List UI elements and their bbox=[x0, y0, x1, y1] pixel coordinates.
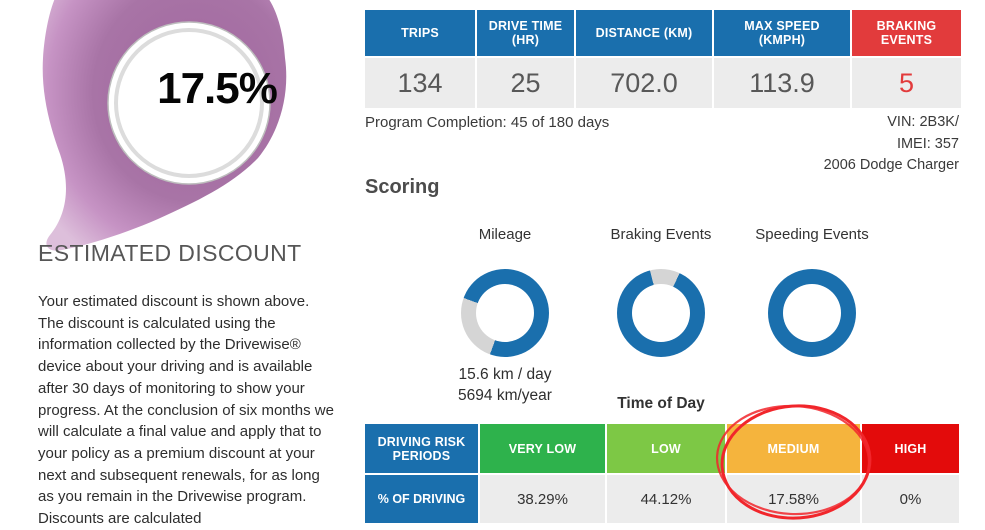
stats-header-trips: TRIPS bbox=[365, 10, 475, 56]
trip-stats-table: TRIPS DRIVE TIME (HR) DISTANCE (KM) MAX … bbox=[365, 10, 961, 108]
vehicle-name-text: 2006 Dodge Charger bbox=[823, 157, 959, 173]
stats-value-braking-events: 5 bbox=[852, 58, 961, 108]
ribbon-badge-graphic bbox=[42, 0, 287, 251]
risk-header-low: LOW bbox=[607, 424, 725, 473]
risk-value-medium: 17.58% bbox=[727, 475, 860, 523]
braking-donut-chart bbox=[617, 269, 705, 357]
risk-header-periods: DRIVING RISK PERIODS bbox=[365, 424, 478, 473]
discount-description: Your estimated discount is shown above. … bbox=[38, 293, 334, 528]
vin-text: VIN: 2B3K/ bbox=[887, 114, 959, 130]
stats-value-distance: 702.0 bbox=[576, 58, 712, 108]
imei-text: IMEI: 357 bbox=[896, 135, 959, 152]
stats-header-max-speed: MAX SPEED (KMPH) bbox=[714, 10, 850, 56]
mileage-per-day: 15.6 km / day bbox=[458, 366, 552, 383]
estimated-discount-section: ESTIMATED DISCOUNT Your estimated discou… bbox=[38, 240, 336, 530]
risk-header-medium: MEDIUM bbox=[727, 424, 860, 473]
risk-value-low: 44.12% bbox=[607, 475, 725, 523]
mileage-detail: 15.6 km / day 5694 km/year bbox=[425, 364, 585, 406]
risk-row-label: % OF DRIVING bbox=[365, 475, 478, 523]
stats-value-max-speed: 113.9 bbox=[714, 58, 850, 108]
risk-value-very-low: 38.29% bbox=[480, 475, 605, 523]
risk-header-high: HIGH bbox=[862, 424, 959, 473]
scoring-title: Scoring bbox=[365, 176, 440, 198]
driving-summary-panel: TRIPS DRIVE TIME (HR) DISTANCE (KM) MAX … bbox=[365, 0, 965, 523]
stats-header-drive-time: DRIVE TIME (HR) bbox=[477, 10, 574, 56]
stats-header-braking-events: BRAKING EVENTS bbox=[852, 10, 961, 56]
discount-value: 17.5% bbox=[157, 64, 278, 113]
risk-header-very-low: VERY LOW bbox=[480, 424, 605, 473]
stats-value-drive-time: 25 bbox=[477, 58, 574, 108]
badge-medallion bbox=[107, 21, 271, 185]
stats-header-distance: DISTANCE (KM) bbox=[576, 10, 712, 56]
program-completion-text: Program Completion: 45 of 180 days bbox=[365, 114, 610, 131]
time-of-day-risk-table: DRIVING RISK PERIODS VERY LOW LOW MEDIUM… bbox=[365, 424, 959, 523]
badge-medallion-ring bbox=[114, 28, 264, 178]
braking-score-block: Braking Events bbox=[581, 226, 741, 357]
speeding-events-label: Speeding Events bbox=[755, 226, 869, 243]
mileage-score-block: Mileage 15.6 km / day 5694 km/year bbox=[425, 226, 585, 406]
risk-value-high: 0% bbox=[862, 475, 959, 523]
stats-value-trips: 134 bbox=[365, 58, 475, 108]
estimated-discount-title: ESTIMATED DISCOUNT bbox=[38, 240, 302, 266]
mileage-donut-chart bbox=[461, 269, 549, 357]
time-of-day-title: Time of Day bbox=[617, 395, 705, 412]
vehicle-info-block: VIN: 2B3K/ IMEI: 357 2006 Dodge Charger bbox=[824, 112, 959, 177]
scoring-donuts: Mileage 15.6 km / day 5694 km/year Braki… bbox=[365, 226, 959, 406]
speeding-donut-chart bbox=[768, 269, 856, 357]
mileage-per-year: 5694 km/year bbox=[458, 387, 552, 404]
braking-events-label: Braking Events bbox=[610, 226, 712, 243]
mileage-label: Mileage bbox=[478, 226, 532, 243]
speeding-score-block: Speeding Events bbox=[732, 226, 892, 357]
discount-badge: 17.5% bbox=[28, 0, 290, 254]
program-info-row: Program Completion: 45 of 180 days VIN: … bbox=[365, 112, 959, 177]
